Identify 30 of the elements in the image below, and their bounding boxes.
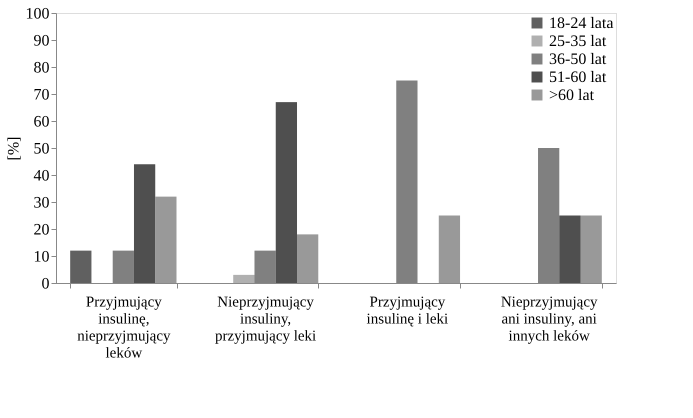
y-tick-label: 10: [34, 248, 50, 266]
legend-label: >60 lat: [549, 87, 595, 104]
y-tick-label: 100: [26, 6, 50, 22]
legend-label: 51-60 lat: [549, 69, 607, 86]
bar: [155, 196, 177, 283]
bar: [276, 102, 298, 283]
y-tick-label: 50: [34, 140, 50, 158]
legend-label: 36-50 lat: [549, 51, 607, 68]
bar: [70, 250, 92, 283]
y-tick-label: 40: [34, 168, 50, 184]
y-tick-label: 60: [34, 114, 50, 130]
bar: [134, 164, 156, 283]
y-tick-label: 20: [34, 222, 50, 238]
y-axis-title: [%]: [6, 136, 22, 160]
bar: [559, 216, 581, 283]
x-tick-label: Przyjmujący insulinę i leki: [366, 294, 448, 328]
y-tick-label: 70: [34, 86, 50, 104]
x-tick-label: Nieprzyjmujący insuliny, przyjmujący leki: [215, 294, 316, 344]
bar: [233, 274, 254, 283]
legend-label: 18-24 lata: [549, 15, 614, 32]
y-tick-label: 0: [42, 276, 50, 292]
legend-label: 25-35 lat: [549, 33, 607, 50]
y-tick-label: 80: [34, 60, 50, 76]
y-tick-label: 90: [34, 32, 50, 50]
bar: [297, 234, 318, 283]
bar: [438, 216, 460, 283]
y-tick-label: 30: [34, 194, 50, 212]
x-tick-label: Przyjmujący insulinę, nieprzyjmujący leków: [77, 294, 171, 362]
x-tick-label: Nieprzyjmujący ani insuliny, ani innych leków: [500, 294, 598, 344]
bar: [580, 216, 602, 283]
